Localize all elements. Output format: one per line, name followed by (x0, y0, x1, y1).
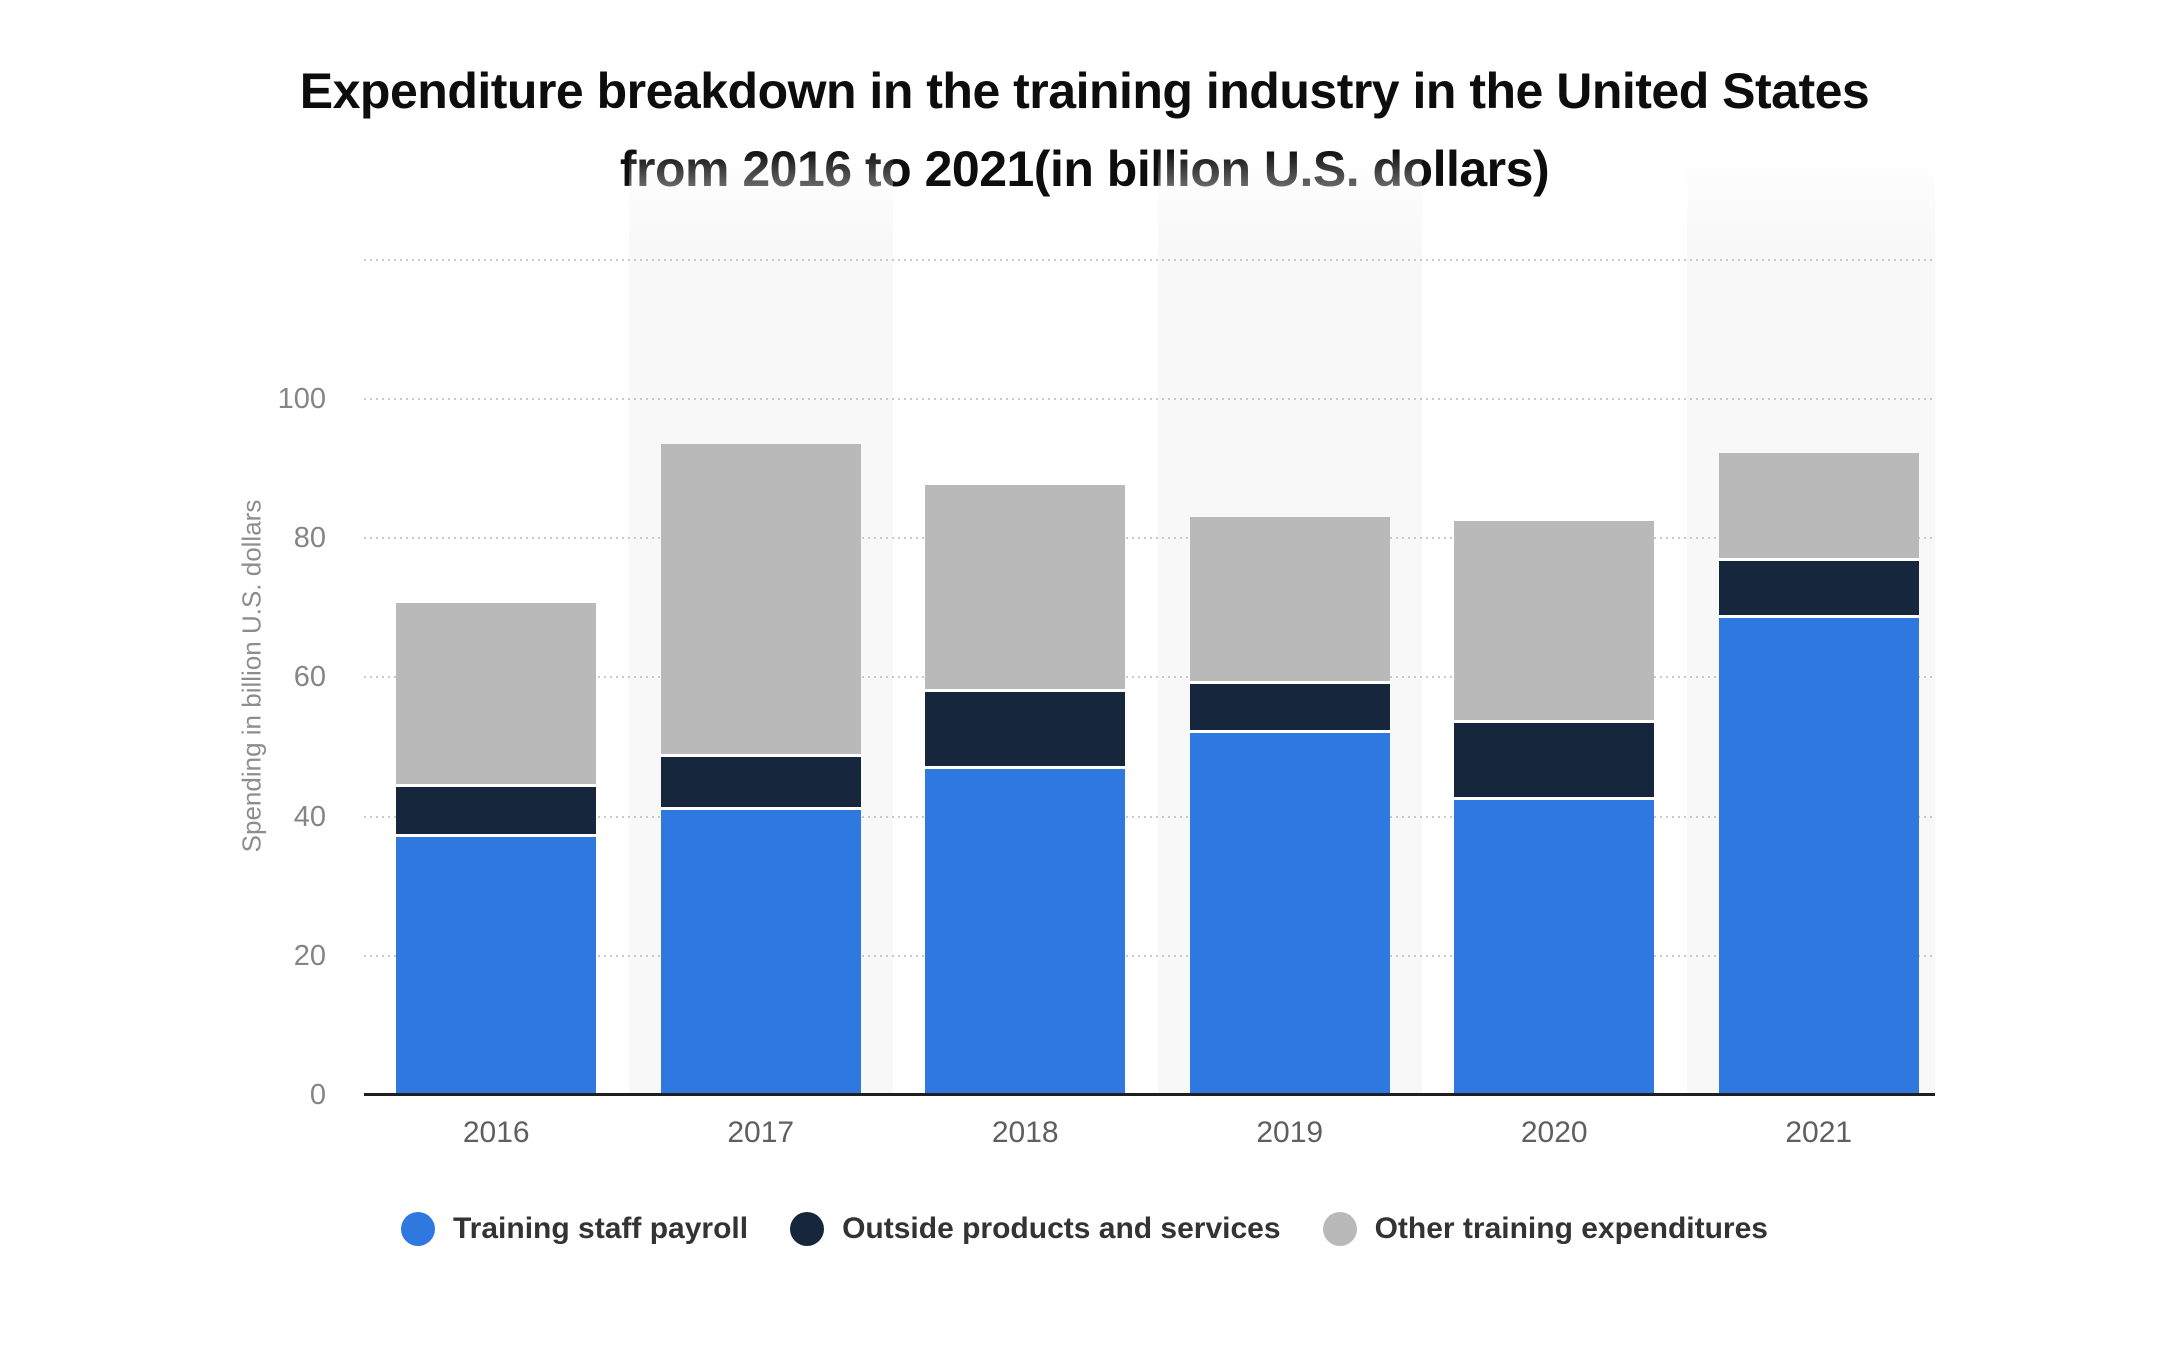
x-axis-label-2017: 2017 (727, 1116, 795, 1149)
y-axis-tick-20: 20 (293, 939, 326, 972)
bar-2018-outside-products-and-services[interactable] (925, 692, 1126, 769)
gridline-80 (364, 537, 1935, 540)
x-axis-label-2021: 2021 (1785, 1116, 1853, 1149)
bar-2019-outside-products-and-services[interactable] (1189, 683, 1390, 734)
bar-2019-training-staff-payroll[interactable] (1189, 733, 1390, 1095)
bar-2019-other-training-expenditures[interactable] (1189, 517, 1390, 684)
gridline-20 (364, 954, 1935, 957)
x-axis-label-2020: 2020 (1520, 1116, 1588, 1149)
legend-dot-icon (401, 1212, 436, 1246)
y-axis-tick-80: 80 (293, 522, 326, 555)
bar-2021-outside-products-and-services[interactable] (1718, 561, 1919, 618)
x-axis-line (364, 1093, 1935, 1096)
x-axis-label-2018: 2018 (991, 1116, 1059, 1149)
bar-2017-outside-products-and-services[interactable] (660, 757, 861, 810)
chart-title-line1: Expenditure breakdown in the training in… (299, 63, 1870, 119)
legend-label: Outside products and services (842, 1212, 1281, 1245)
y-axis-tick-40: 40 (293, 800, 326, 833)
bar-2020-other-training-expenditures[interactable] (1454, 520, 1655, 723)
bar-2018-other-training-expenditures[interactable] (925, 485, 1126, 692)
legend-item-training-staff-payroll[interactable]: Training staff payroll (401, 1212, 748, 1246)
legend: Training staff payroll Outside products a… (0, 1212, 2169, 1246)
legend-label: Training staff payroll (453, 1212, 749, 1245)
gridline-100 (364, 398, 1935, 400)
y-axis-tick-0: 0 (309, 1079, 326, 1111)
x-axis-label-2019: 2019 (1256, 1116, 1324, 1149)
gridline-120 (364, 258, 1935, 261)
bar-2016-training-staff-payroll[interactable] (396, 837, 597, 1095)
plot-area (364, 150, 1935, 1098)
bar-2018-training-staff-payroll[interactable] (925, 768, 1126, 1095)
gridline-60 (364, 676, 1935, 679)
bar-2016-outside-products-and-services[interactable] (396, 786, 597, 838)
legend-dot-icon (790, 1212, 825, 1246)
gridline-40 (364, 815, 1935, 818)
bar-2020-outside-products-and-services[interactable] (1454, 722, 1655, 800)
y-axis-tick-100: 100 (277, 383, 326, 415)
bar-2020-training-staff-payroll[interactable] (1454, 799, 1655, 1095)
legend-item-other-training-expenditures[interactable]: Other training expenditures (1322, 1212, 1768, 1246)
legend-label: Other training expenditures (1374, 1212, 1768, 1245)
x-axis-label-2016: 2016 (462, 1116, 530, 1149)
legend-item-outside-products-and-services[interactable]: Outside products and services (790, 1212, 1281, 1246)
bar-2016-other-training-expenditures[interactable] (396, 602, 597, 787)
bar-2017-training-staff-payroll[interactable] (660, 809, 861, 1095)
bar-2021-other-training-expenditures[interactable] (1718, 452, 1919, 562)
y-axis-tick-60: 60 (293, 661, 326, 694)
bar-2017-other-training-expenditures[interactable] (660, 443, 861, 758)
legend-dot-icon (1322, 1212, 1357, 1246)
bar-2021-training-staff-payroll[interactable] (1718, 617, 1919, 1095)
